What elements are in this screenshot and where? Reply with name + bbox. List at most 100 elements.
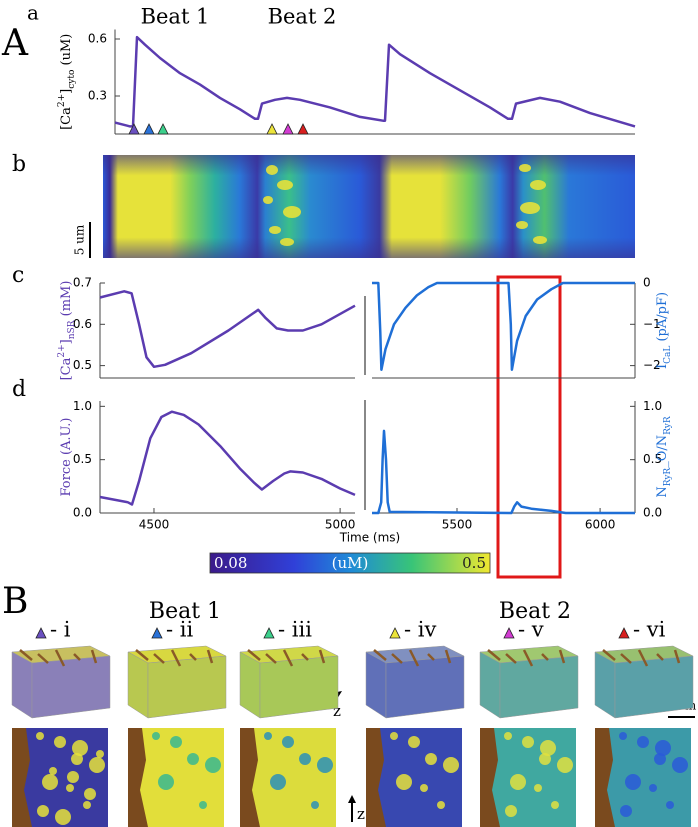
volume-side [147,655,227,719]
y-axis-label: NRyR_O/NRyR [655,416,673,497]
slice-spot [408,736,420,748]
volume-streak [620,653,632,664]
x-tick-label: 5000 [325,518,356,532]
z-arrow: z [348,795,365,823]
slice-spot [37,805,49,817]
slice-membrane [366,728,386,827]
volume-streak [265,653,277,664]
slice-spot [152,732,160,740]
y-axis-label-part: RyR [663,468,673,487]
volume-front [479,651,501,719]
volume-front [365,651,387,719]
y-axis-label-part: ] [59,89,74,94]
data-line [99,410,356,506]
volume-streak [282,649,294,667]
data-line [114,35,636,128]
colorbar: 0.08 (uM) 0.5 [209,552,491,574]
y-axis-label-part: ] [59,339,74,344]
volume-side [499,655,579,719]
y-axis-label-part: I [655,364,670,369]
y-tick-label: 0.6 [88,32,107,46]
slice-spot [54,736,66,748]
y-tick-label: 0.7 [73,276,92,290]
beat-heading: Beat 2 [499,599,571,624]
slice-spot [390,732,398,740]
volume-front [11,651,33,719]
y-axis-label: [Ca2+]nSR (mM) [57,281,77,381]
y-tick-label: 0.5 [643,452,662,466]
snapshot-label: - iv [404,618,436,642]
volume-streak [541,653,549,661]
slice-membrane [128,728,148,827]
volume-streak [673,649,681,664]
volume-streak [602,649,616,661]
slice-spot [199,801,207,809]
y-tick-label: −2 [643,358,661,372]
volume-side [259,655,339,719]
volume-streak [656,653,664,661]
volume-front [239,651,261,719]
slice-spot [187,753,199,765]
slice-spot [437,801,445,809]
slice-spot [158,774,174,790]
data-line [372,429,635,515]
colorbar-gradient [209,552,491,574]
x-axis-label: Time (ms) [339,531,401,545]
snapshot: - vi [594,618,694,827]
slice-spot [534,784,542,792]
slice-spot [504,732,512,740]
slice-spot [510,774,526,790]
slice-spot [72,740,88,756]
panel-label: c [12,263,24,288]
heatmap: 5 um [73,155,635,258]
data-line [372,281,635,371]
time-marker [297,123,309,135]
y-axis-label-part: nSR [67,320,77,339]
y-axis-label: [Ca2+]cyto (uM) [57,34,77,130]
y-axis-label-part: RyR [663,416,673,435]
y-tick-label: 0.5 [73,358,92,372]
y-axis-label-part: 2+ [57,94,67,107]
snapshot: - i [11,618,111,827]
slice-spot [96,750,104,758]
y-tick-label: 1.0 [643,399,662,413]
slice-spot [620,805,632,817]
panel-label: B [2,581,28,622]
y-tick-label: 0.0 [643,506,662,520]
snapshot-marker [151,627,163,639]
volume-streak [522,649,534,667]
volume-streak [247,649,261,661]
volume-streak [90,649,98,664]
colorbar-max: 0.5 [462,554,486,572]
y-tick-label: 0.5 [73,452,92,466]
volume-streak [37,653,49,664]
volume-streak [54,649,66,667]
volume-streak [487,649,501,661]
slice-spot [49,767,57,775]
volume-streak [373,649,387,661]
slice-spot [420,784,428,792]
volume-streak [427,653,435,661]
y-axis-label-part: Force (A.U.) [59,417,74,496]
slice-membrane [12,728,32,827]
slice-spot [205,757,221,773]
y-axis-label-part: [Ca [59,107,74,130]
y-tick-label: 1.0 [73,399,92,413]
slice-spot [170,736,182,748]
slice-spot [264,732,272,740]
y-axis-label-part: (mM) [59,281,74,321]
slice-membrane [595,728,615,827]
snapshot: - iii [239,618,339,827]
volume-streak [318,649,326,664]
volume-streak [19,649,33,661]
slice-spot [282,736,294,748]
slice-spot [666,801,674,809]
snapshot: - iv [365,618,465,827]
volume-side [31,655,111,719]
colorbar-min: 0.08 [214,554,247,572]
snapshot-label: - vi [633,618,666,642]
y-tick-label: −1 [643,317,661,331]
snapshot-marker [389,627,401,639]
slice-spot [55,809,71,825]
snapshot-label: - v [518,618,544,642]
